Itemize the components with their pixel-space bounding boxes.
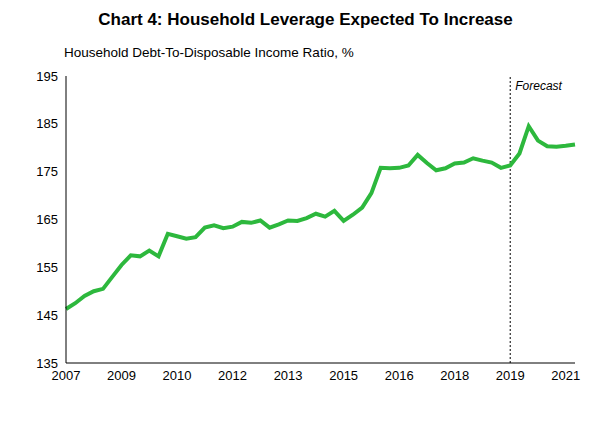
svg-text:2012: 2012 — [218, 368, 247, 383]
svg-text:155: 155 — [36, 260, 58, 275]
svg-text:2019: 2019 — [496, 368, 525, 383]
svg-text:135: 135 — [36, 356, 58, 371]
svg-text:2009: 2009 — [107, 368, 136, 383]
svg-text:2018: 2018 — [440, 368, 469, 383]
svg-text:Forecast: Forecast — [515, 79, 562, 93]
svg-text:175: 175 — [36, 164, 58, 179]
svg-text:185: 185 — [36, 116, 58, 131]
svg-text:2021: 2021 — [551, 368, 580, 383]
svg-text:2010: 2010 — [163, 368, 192, 383]
svg-text:2007: 2007 — [51, 368, 81, 384]
svg-text:145: 145 — [36, 308, 58, 323]
html-text:Household Debt-To-Disposable I: Household Debt-To-Disposable Income Rati… — [64, 45, 354, 60]
svg-text:2015: 2015 — [329, 368, 358, 383]
svg-text:165: 165 — [36, 212, 58, 227]
svg-text:2016: 2016 — [385, 368, 414, 383]
html-text:Chart 4: Household Leverage Ex: Chart 4: Household Leverage Expected To … — [98, 10, 513, 29]
svg-text:2013: 2013 — [274, 368, 303, 383]
svg-text:195: 195 — [36, 69, 58, 84]
